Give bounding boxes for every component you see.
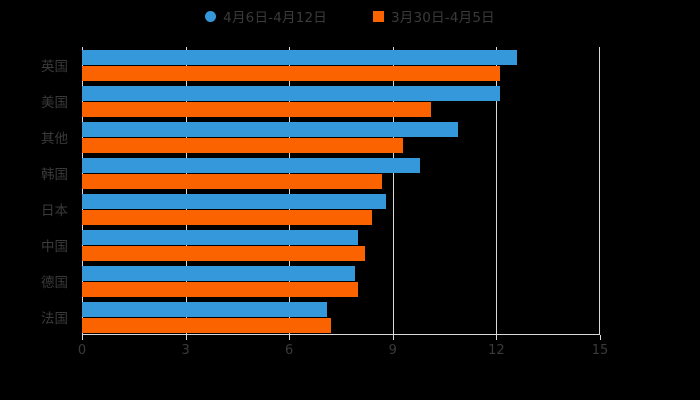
y-axis-label: 法国 — [41, 311, 68, 327]
bar[interactable] — [82, 49, 518, 65]
bar[interactable] — [82, 137, 404, 153]
bar[interactable] — [82, 301, 328, 317]
bar[interactable] — [82, 65, 500, 81]
x-gridline — [392, 47, 394, 335]
bar[interactable] — [82, 245, 366, 261]
bar[interactable] — [82, 209, 373, 225]
square-marker-icon — [373, 10, 384, 22]
chart-legend: 4月6日-4月12日 3月30日-4月5日 — [0, 6, 700, 26]
circle-marker-icon — [205, 10, 217, 22]
x-tick-label: 3 — [181, 343, 190, 358]
y-axis-label: 韩国 — [41, 167, 68, 183]
bar[interactable] — [82, 157, 421, 173]
bar[interactable] — [82, 101, 431, 117]
bar[interactable] — [82, 85, 500, 101]
bar[interactable] — [82, 281, 359, 297]
x-tick-label: 9 — [388, 343, 397, 358]
x-tick-label: 6 — [285, 343, 294, 358]
y-axis-label: 德国 — [41, 275, 68, 291]
x-gridline — [185, 47, 187, 335]
x-axis-line — [82, 334, 600, 335]
x-gridline — [599, 47, 600, 335]
legend-item-series-1[interactable]: 4月6日-4月12日 — [205, 6, 327, 26]
bar[interactable] — [82, 193, 386, 209]
bar[interactable] — [82, 265, 355, 281]
y-axis-label: 中国 — [41, 239, 68, 255]
bar[interactable] — [82, 173, 383, 189]
y-axis-label: 日本 — [41, 203, 68, 219]
bar[interactable] — [82, 229, 359, 245]
x-gridline — [82, 47, 83, 335]
y-axis-label: 其他 — [41, 131, 68, 147]
bar[interactable] — [82, 317, 331, 333]
bar[interactable] — [82, 121, 459, 137]
y-axis-label: 英国 — [41, 59, 68, 75]
x-tick-label: 0 — [77, 343, 87, 358]
x-tick-mark — [600, 335, 601, 340]
x-tick-label: 12 — [488, 343, 505, 358]
x-gridline — [289, 47, 291, 335]
legend-item-series-2[interactable]: 3月30日-4月5日 — [373, 6, 495, 26]
y-axis-labels: 英国美国其他韩国日本中国德国法国 — [0, 47, 82, 335]
x-tick-mark — [392, 335, 394, 340]
legend-label-series-1: 4月6日-4月12日 — [223, 10, 327, 26]
legend-label-series-2: 3月30日-4月5日 — [391, 10, 495, 26]
x-tick-mark — [82, 335, 83, 340]
x-tick-label: 15 — [591, 343, 609, 358]
x-tick-mark — [289, 335, 291, 340]
plot-area: 0 3 6 9 12 15 — [78, 47, 608, 358]
x-gridline — [496, 47, 498, 335]
x-tick-mark — [185, 335, 187, 340]
y-axis-label: 美国 — [41, 95, 68, 111]
x-tick-mark — [496, 335, 498, 340]
